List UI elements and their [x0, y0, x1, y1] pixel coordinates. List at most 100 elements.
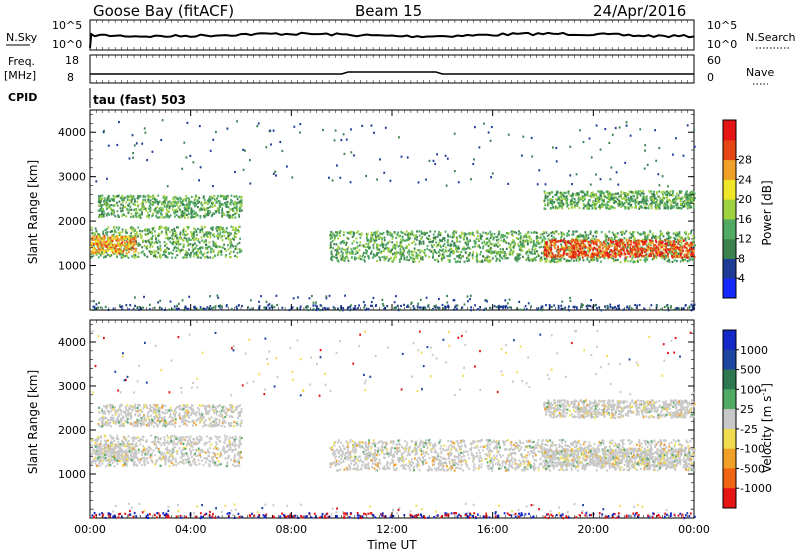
power-cell-2357: [687, 260, 689, 262]
power-cell-4909: [365, 175, 367, 177]
power-cell-3028: [585, 237, 587, 239]
power-cell-4072: [603, 256, 605, 258]
power-cell-401: [230, 238, 232, 240]
power-cell-385: [122, 231, 124, 233]
power-cell-4711: [689, 205, 691, 207]
power-cell-651: [227, 235, 229, 237]
power-cell-1149: [125, 215, 127, 217]
power-cell-3320: [661, 233, 663, 235]
power-cell-4849: [403, 304, 405, 306]
power-cell-2969: [577, 237, 579, 239]
power-cell-2448: [389, 241, 391, 243]
power-cell-4561: [547, 192, 549, 194]
power-cell-2146: [370, 234, 372, 236]
power-cell-3254: [453, 235, 455, 237]
power-cell-4013: [547, 246, 549, 248]
power-cell-3999: [666, 243, 668, 245]
power-cell-4610: [556, 192, 558, 194]
power-cell-2950: [404, 257, 406, 259]
power-cell-1827: [472, 246, 474, 248]
power-cell-173: [239, 242, 241, 244]
power-cell-4526: [603, 200, 605, 202]
power-cell-3132: [343, 240, 345, 242]
power-cell-631: [222, 231, 224, 233]
power-cell-2452: [472, 232, 474, 234]
power-cell-2345: [372, 244, 374, 246]
power-cell-4678: [661, 202, 663, 204]
power-cell-1381: [99, 200, 101, 202]
power-cell-1595: [122, 250, 124, 252]
power-cell-1596: [123, 237, 125, 239]
power-cell-4730: [560, 205, 562, 207]
power-cell-635: [236, 256, 238, 258]
power-cell-4257: [600, 195, 602, 197]
power-cell-2577: [503, 255, 505, 257]
power-cell-4823: [552, 146, 554, 148]
power-cell-3051: [482, 255, 484, 257]
power-cell-2022: [572, 231, 574, 233]
power-cell-4891: [379, 158, 381, 160]
power-cell-3218: [418, 249, 420, 251]
power-cell-512: [228, 238, 230, 240]
power-cell-1277: [174, 201, 176, 203]
power-cell-1607: [119, 248, 121, 250]
freq-trace-line: [90, 72, 694, 74]
power-cell-3883: [639, 251, 641, 253]
power-cell-2645: [632, 261, 634, 263]
power-cell-404: [203, 242, 205, 244]
power-cell-4770: [640, 206, 642, 208]
power-cell-3297: [381, 241, 383, 243]
power-cell-501: [174, 247, 176, 249]
power-cell-1580: [112, 238, 114, 240]
nsky-label: N.Sky: [6, 31, 38, 44]
power-cell-1333: [134, 201, 136, 203]
power-cell-4008: [584, 243, 586, 245]
power-cell-856: [142, 199, 144, 201]
power-cell-4961: [644, 150, 646, 152]
power-cell-202: [152, 246, 154, 248]
power-cell-4753: [671, 206, 673, 208]
power-cell-1550: [99, 237, 101, 239]
power-cell-1854: [456, 255, 458, 257]
power-cell-2044: [449, 261, 451, 263]
power-cell-1267: [188, 202, 190, 204]
cpid-label: CPID: [8, 91, 37, 104]
power-cell-95: [197, 238, 199, 240]
power-cell-4738: [608, 197, 610, 199]
power-cell-4900: [569, 174, 571, 176]
power-cell-1375: [126, 208, 128, 210]
power-cell-2804: [357, 252, 359, 254]
power-cell-2909: [492, 238, 494, 240]
power-cell-187: [167, 256, 169, 258]
power-cell-3943: [651, 240, 653, 242]
power-cell-4927: [473, 158, 475, 160]
power-cell-3985: [623, 249, 625, 251]
power-cell-3658: [587, 247, 589, 249]
power-cell-3791: [566, 253, 568, 255]
power-cell-1527: [103, 240, 105, 242]
power-cell-2709: [587, 259, 589, 261]
power-cell-3357: [561, 236, 563, 238]
power-cell-4035: [624, 252, 626, 254]
power-cell-3239: [468, 258, 470, 260]
power-cell-1397: [106, 208, 108, 210]
power-cell-1385: [218, 200, 220, 202]
power-cell-2284: [511, 253, 513, 255]
power-cell-3955: [667, 253, 669, 255]
power-cell-427: [130, 226, 132, 228]
power-cell-443: [149, 231, 151, 233]
power-cell-4651: [643, 203, 645, 205]
power-cell-2118: [506, 248, 508, 250]
power-cell-658: [226, 227, 228, 229]
power-cell-229: [193, 239, 195, 241]
power-cell-1327: [122, 207, 124, 209]
power-cell-3050: [331, 256, 333, 258]
power-cell-3330: [613, 258, 615, 260]
power-cell-1878: [419, 235, 421, 237]
power-cell-327: [233, 226, 235, 228]
power-cell-4771: [618, 203, 620, 205]
power-cell-3123: [529, 237, 531, 239]
power-cell-4061: [639, 240, 641, 242]
power-cell-3333: [515, 257, 517, 259]
power-cell-2537: [621, 234, 623, 236]
